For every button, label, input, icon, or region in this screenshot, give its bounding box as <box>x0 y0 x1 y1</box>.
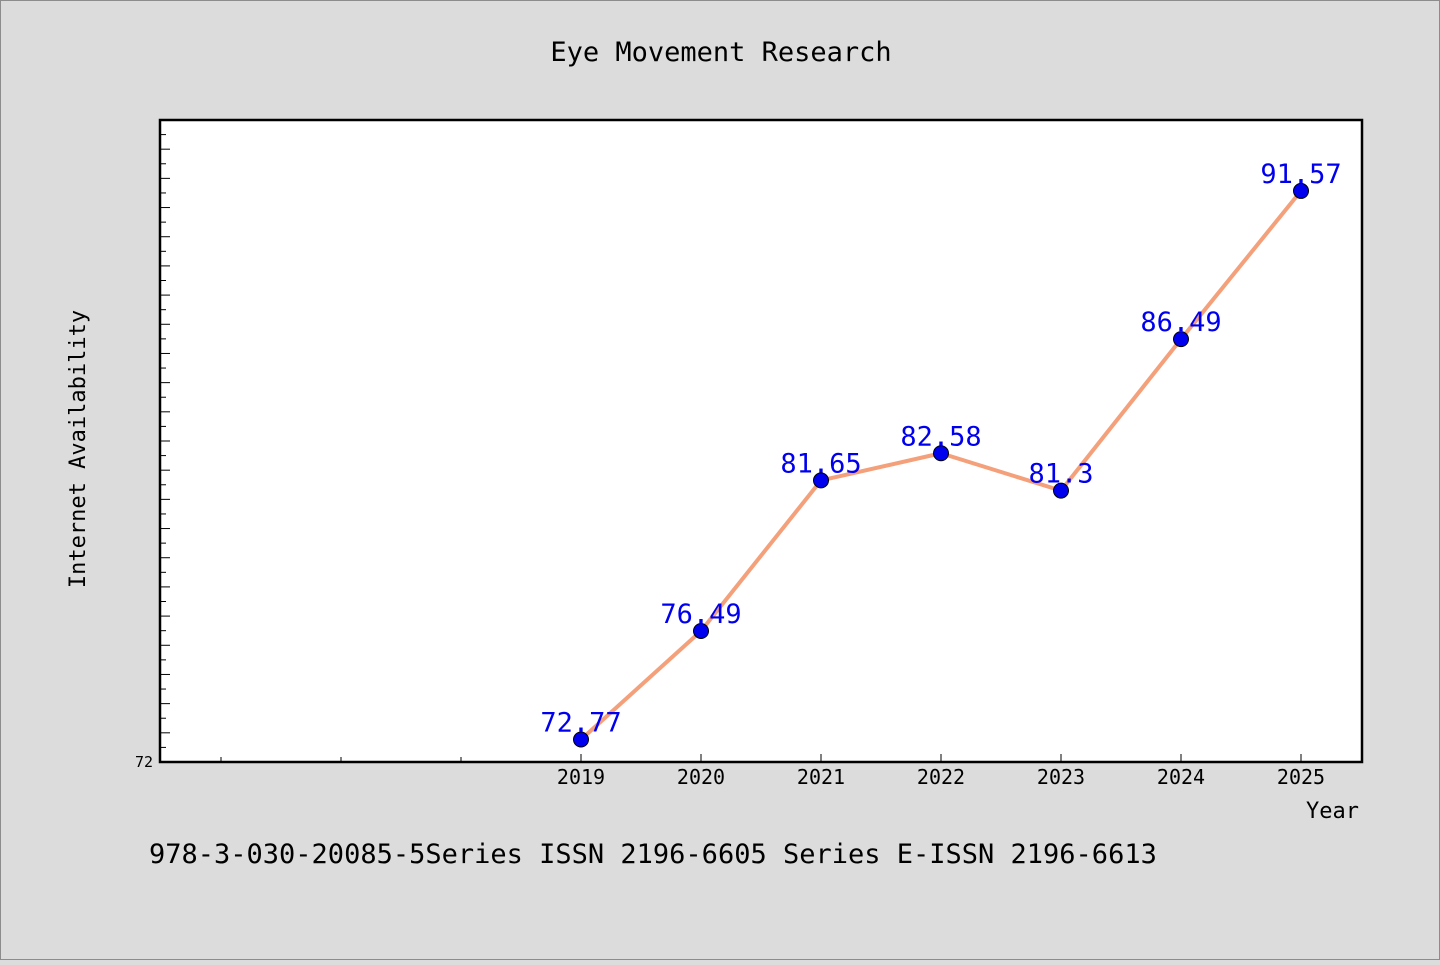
x-tick-label: 2021 <box>797 765 845 789</box>
x-tick-label: 2020 <box>677 765 725 789</box>
data-label: 76.49 <box>660 599 741 630</box>
chart-title: Eye Movement Research <box>550 37 891 68</box>
data-point <box>693 622 709 639</box>
x-tick-labels: 2019 2020 2021 2022 2023 2024 2025 <box>557 765 1325 789</box>
data-point <box>1293 182 1309 199</box>
data-label: 81.65 <box>780 448 861 479</box>
data-point <box>573 731 589 748</box>
x-tick-label: 2025 <box>1277 765 1325 789</box>
data-point <box>1053 482 1069 499</box>
y-axis-ticks <box>160 134 170 748</box>
series-markers <box>573 182 1309 748</box>
x-axis-label: Year <box>1306 799 1359 824</box>
data-label: 86.49 <box>1140 307 1221 338</box>
footer-text: 978-3-030-20085-5Series ISSN 2196-6605 S… <box>149 839 1157 870</box>
data-label: 81.3 <box>1028 459 1093 490</box>
data-point <box>933 445 949 462</box>
x-tick-label: 2024 <box>1157 765 1205 789</box>
data-label: 91.57 <box>1260 159 1341 190</box>
y-axis-label: Internet Availability <box>66 310 91 588</box>
x-tick-label: 2023 <box>1037 765 1085 789</box>
data-labels: 72.77 76.49 81.65 82.58 81.3 86.49 91.57 <box>540 159 1341 739</box>
data-label: 82.58 <box>900 421 981 452</box>
data-point <box>813 472 829 489</box>
data-point <box>1173 331 1189 348</box>
y-tick-label: 72 <box>135 753 153 771</box>
x-axis-ticks <box>220 754 1302 762</box>
x-tick-label: 2019 <box>557 765 605 789</box>
plot-area <box>158 118 1364 764</box>
x-tick-label: 2022 <box>917 765 965 789</box>
data-label: 72.77 <box>540 708 621 739</box>
